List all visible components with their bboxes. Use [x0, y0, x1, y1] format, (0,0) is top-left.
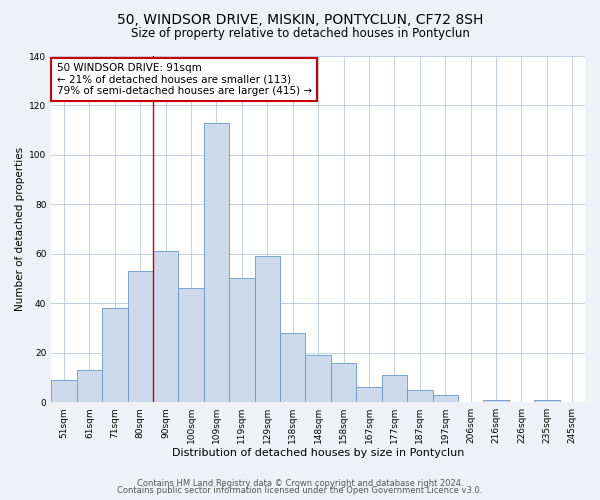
- Bar: [280, 333, 305, 402]
- X-axis label: Distribution of detached houses by size in Pontyclun: Distribution of detached houses by size …: [172, 448, 464, 458]
- Text: Contains HM Land Registry data © Crown copyright and database right 2024.: Contains HM Land Registry data © Crown c…: [137, 478, 463, 488]
- Bar: [433, 394, 458, 402]
- Bar: [254, 256, 280, 402]
- Bar: [153, 252, 178, 402]
- Bar: [407, 390, 433, 402]
- Text: Size of property relative to detached houses in Pontyclun: Size of property relative to detached ho…: [131, 28, 469, 40]
- Text: 50, WINDSOR DRIVE, MISKIN, PONTYCLUN, CF72 8SH: 50, WINDSOR DRIVE, MISKIN, PONTYCLUN, CF…: [117, 12, 483, 26]
- Bar: [178, 288, 204, 402]
- Bar: [305, 355, 331, 402]
- Y-axis label: Number of detached properties: Number of detached properties: [15, 147, 25, 311]
- Bar: [51, 380, 77, 402]
- Bar: [331, 362, 356, 402]
- Bar: [484, 400, 509, 402]
- Text: Contains public sector information licensed under the Open Government Licence v3: Contains public sector information licen…: [118, 486, 482, 495]
- Text: 50 WINDSOR DRIVE: 91sqm
← 21% of detached houses are smaller (113)
79% of semi-d: 50 WINDSOR DRIVE: 91sqm ← 21% of detache…: [56, 63, 312, 96]
- Bar: [102, 308, 128, 402]
- Bar: [77, 370, 102, 402]
- Bar: [356, 388, 382, 402]
- Bar: [229, 278, 254, 402]
- Bar: [204, 122, 229, 402]
- Bar: [128, 271, 153, 402]
- Bar: [382, 375, 407, 402]
- Bar: [534, 400, 560, 402]
